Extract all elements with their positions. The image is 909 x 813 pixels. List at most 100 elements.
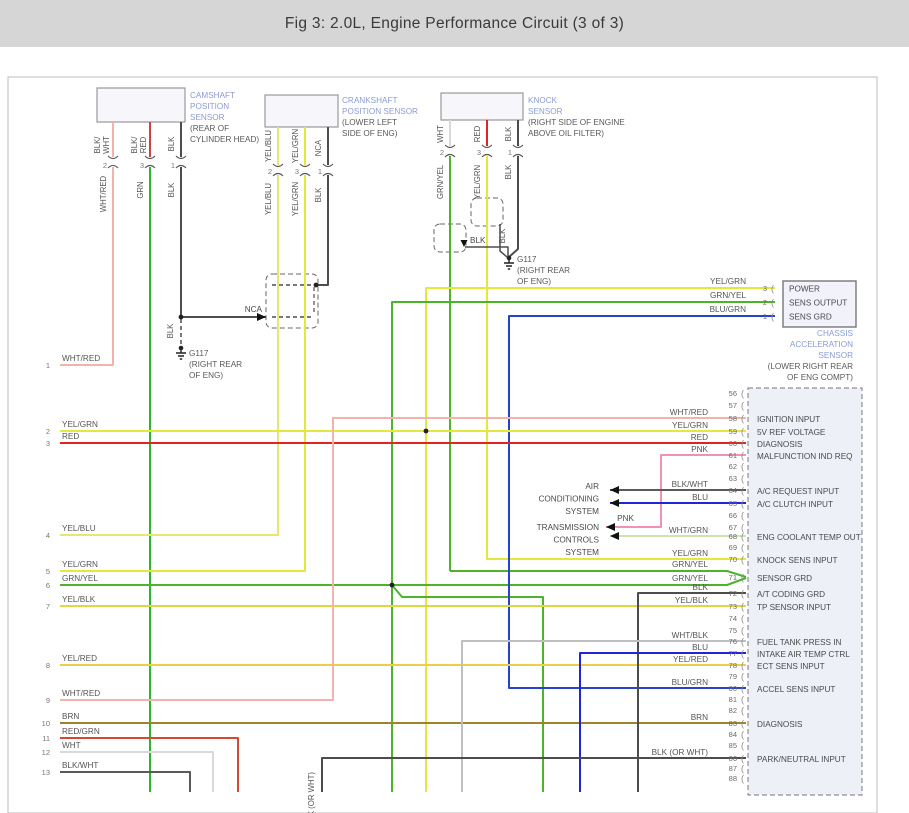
rotated-wire-label: BLK bbox=[166, 323, 175, 339]
inline-connector-box bbox=[265, 273, 319, 329]
wire-label: WHT/RED bbox=[670, 408, 708, 417]
connector-break-icon bbox=[481, 144, 493, 149]
accel-output-grnyel bbox=[391, 301, 775, 792]
wire-label: NCA bbox=[245, 305, 263, 314]
pin-number: 1 bbox=[171, 161, 175, 170]
row6-grnyel-to-pin71 bbox=[60, 577, 747, 586]
flow-arrow-icon bbox=[257, 313, 266, 321]
pin-socket-glyph: ( bbox=[741, 684, 744, 694]
pin-number: 71 bbox=[729, 573, 737, 582]
pin-number: 84 bbox=[729, 730, 737, 739]
pin-socket-glyph: ( bbox=[741, 706, 744, 716]
rotated-wire-label: BLK (OR WHT) bbox=[307, 772, 316, 813]
wire-label: YEL/RED bbox=[62, 654, 97, 663]
rotated-wire-label: BLK/ bbox=[93, 136, 102, 154]
system-label: SYSTEM bbox=[565, 548, 599, 557]
pin-socket-glyph: ( bbox=[771, 284, 774, 294]
pin-number: 81 bbox=[729, 695, 737, 704]
page-frame bbox=[7, 76, 878, 813]
pin-signal-label: IGNITION INPUT bbox=[757, 415, 820, 424]
pin-number: 87 bbox=[729, 764, 737, 773]
row-number: 1 bbox=[46, 361, 50, 370]
pin-number: 3 bbox=[140, 161, 144, 170]
wire-label: GRN/YEL bbox=[710, 291, 746, 300]
ground-label: OF ENG) bbox=[517, 277, 551, 286]
wire-label: RED bbox=[691, 433, 708, 442]
pin-signal-label: FUEL TANK PRESS IN bbox=[757, 638, 842, 647]
pin-socket-glyph: ( bbox=[741, 543, 744, 553]
pin-socket-glyph: ( bbox=[741, 427, 744, 437]
pin-signal-label: ENG COOLANT TEMP OUT bbox=[757, 533, 861, 542]
pin-signal-label: SENS OUTPUT bbox=[789, 299, 847, 308]
pin-signal-label: A/C CLUTCH INPUT bbox=[757, 500, 833, 509]
pin-number: 70 bbox=[729, 555, 737, 564]
rotated-wire-label: YEL/GRN bbox=[291, 182, 300, 216]
ground-symbol bbox=[176, 348, 186, 360]
pin-signal-label: A/C REQUEST INPUT bbox=[757, 487, 839, 496]
pin-signal-label: INTAKE AIR TEMP CTRL bbox=[757, 650, 850, 659]
junction-dot bbox=[313, 282, 319, 288]
row-number: 6 bbox=[46, 581, 50, 590]
row-number: 9 bbox=[46, 696, 50, 705]
wire-label: GRN/YEL bbox=[672, 560, 708, 569]
row-number: 5 bbox=[46, 567, 50, 576]
pin-socket-glyph: ( bbox=[771, 298, 774, 308]
row-number: 4 bbox=[46, 531, 50, 540]
pin-socket-glyph: ( bbox=[741, 573, 744, 583]
knock-grnyel-to-pin71 bbox=[450, 570, 747, 578]
pin-signal-label: A/T CODING GRD bbox=[757, 590, 825, 599]
flow-arrow-icon bbox=[460, 240, 468, 247]
connector-break-icon bbox=[299, 172, 311, 177]
flow-arrow-icon bbox=[610, 532, 619, 540]
pin-signal-label: ACCEL SENS INPUT bbox=[757, 685, 835, 694]
crank-yelgrn-to-row5 bbox=[60, 175, 306, 572]
connector-break-icon bbox=[322, 163, 334, 168]
connector-break-icon bbox=[512, 153, 524, 158]
ground-label: G117 bbox=[517, 255, 537, 264]
rotated-wire-label: YEL/BLU bbox=[264, 183, 273, 215]
pin-socket-glyph: ( bbox=[741, 474, 744, 484]
connector-break-icon bbox=[107, 164, 119, 169]
connector-break-icon bbox=[175, 155, 187, 160]
pin-number: 74 bbox=[729, 614, 737, 623]
pin-socket-glyph: ( bbox=[741, 661, 744, 671]
pin72-blk bbox=[637, 592, 746, 792]
pin77-blu bbox=[579, 652, 746, 792]
pin-number: 64 bbox=[729, 486, 737, 495]
pin-number: 3 bbox=[477, 148, 481, 157]
system-label: AIR bbox=[585, 482, 599, 491]
wire-label: RED/GRN bbox=[62, 727, 100, 736]
rotated-wire-label: GRN bbox=[136, 181, 145, 198]
system-label: CONTROLS bbox=[554, 536, 600, 545]
shield-drain bbox=[499, 224, 508, 258]
sensor-name: KNOCK bbox=[528, 96, 558, 105]
pin-number: 65 bbox=[729, 499, 737, 508]
cam-whtred-to-row1 bbox=[60, 167, 114, 366]
figure-title: Fig 3: 2.0L, Engine Performance Circuit … bbox=[284, 14, 625, 32]
pin-socket-glyph: ( bbox=[741, 741, 744, 751]
rotated-wire-label: YEL/GRN bbox=[291, 129, 300, 163]
rotated-wire-label: YEL/GRN bbox=[473, 165, 482, 199]
pin-number: 79 bbox=[729, 672, 737, 681]
pin-signal-label: KNOCK SENS INPUT bbox=[757, 556, 838, 565]
rotated-wire-label: NCA bbox=[314, 139, 323, 156]
wire-label: YEL/BLK bbox=[675, 596, 709, 605]
pin-socket-glyph: ( bbox=[741, 695, 744, 705]
pin-socket-glyph: ( bbox=[741, 754, 744, 764]
knock-yelgrn-to-pin70 bbox=[486, 156, 746, 560]
pin-number: 2 bbox=[103, 161, 107, 170]
pin-number: 2 bbox=[763, 298, 767, 307]
pin-signal-label: DIAGNOSIS bbox=[757, 720, 803, 729]
pin-socket-glyph: ( bbox=[741, 532, 744, 542]
sensor-name: ACCELERATION bbox=[790, 340, 853, 349]
flow-arrow-icon bbox=[606, 523, 615, 531]
pin-number: 2 bbox=[440, 148, 444, 157]
pin-number: 58 bbox=[729, 414, 737, 423]
wire-label: BLU/GRN bbox=[672, 678, 708, 687]
row-number: 10 bbox=[42, 719, 50, 728]
row12-wht bbox=[60, 751, 214, 792]
pin-signal-label: SENS GRD bbox=[789, 313, 832, 322]
pin-number: 57 bbox=[729, 401, 737, 410]
wire-label: BLK (OR WHT) bbox=[652, 748, 709, 757]
